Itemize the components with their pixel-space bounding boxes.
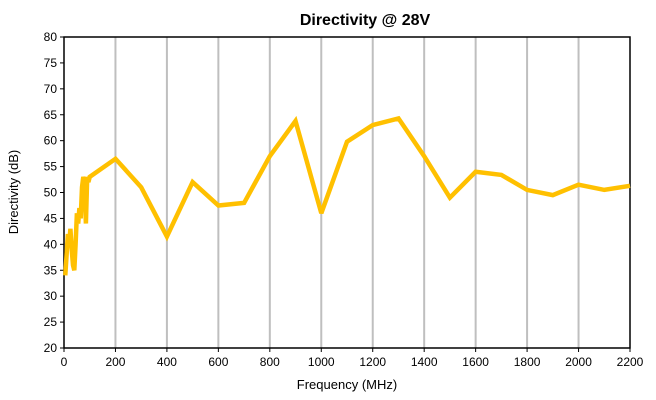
x-tick-label: 1200 — [359, 355, 386, 369]
x-axis-label: Frequency (MHz) — [297, 377, 397, 392]
x-tick-label: 800 — [260, 355, 280, 369]
y-tick-label: 60 — [44, 134, 58, 148]
y-axis-label: Directivity (dB) — [6, 150, 21, 235]
y-tick-label: 40 — [44, 237, 58, 251]
y-tick-label: 65 — [44, 108, 58, 122]
x-axis: 0 200 400 600 800 1000 1200 1400 1600 1800 2000 220… — [61, 348, 644, 369]
x-tick-label: 600 — [208, 355, 228, 369]
x-tick-label: 400 — [157, 355, 177, 369]
x-tick-label: 1400 — [411, 355, 438, 369]
series-layer — [63, 115, 631, 276]
x-tick-label: 2200 — [617, 355, 644, 369]
y-tick-label: 45 — [44, 211, 58, 225]
x-tick-label: 0 — [61, 355, 68, 369]
y-tick-label: 70 — [44, 82, 58, 96]
y-tick-label: 50 — [44, 186, 58, 200]
chart-title: Directivity @ 28V — [300, 12, 431, 29]
y-tick-label: 80 — [44, 30, 58, 44]
x-tick-label: 1800 — [514, 355, 541, 369]
y-tick-label: 25 — [44, 315, 58, 329]
x-tick-label: 1600 — [462, 355, 489, 369]
y-tick-label: 55 — [44, 160, 58, 174]
series-line — [63, 115, 631, 276]
y-tick-label: 35 — [44, 263, 58, 277]
y-tick-label: 30 — [44, 289, 58, 303]
x-tick-label: 200 — [105, 355, 125, 369]
x-tick-label: 1000 — [308, 355, 335, 369]
grid-lines — [114, 37, 580, 348]
y-tick-label: 75 — [44, 56, 58, 70]
x-tick-label: 2000 — [565, 355, 592, 369]
y-axis: 20 25 30 35 40 45 50 55 60 65 70 75 80 — [44, 30, 64, 355]
y-tick-label: 20 — [44, 341, 58, 355]
